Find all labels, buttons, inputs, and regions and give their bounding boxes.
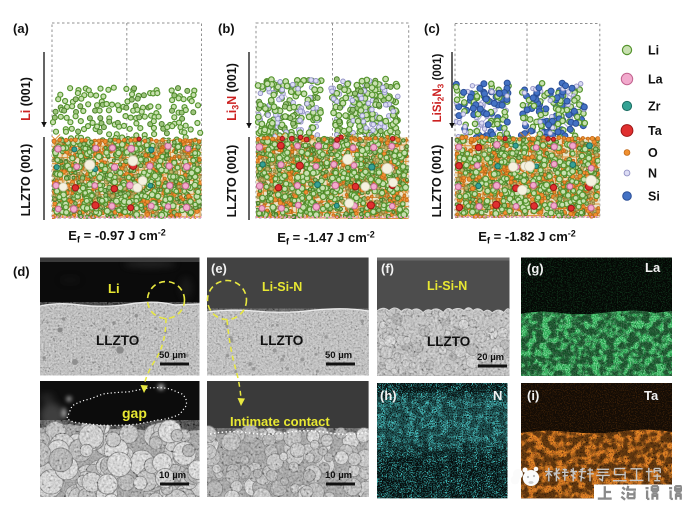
svg-text:Li (001): Li (001) <box>19 77 33 121</box>
svg-text:Ef = -1.47 J cm-2: Ef = -1.47 J cm-2 <box>277 230 375 248</box>
svg-text:LLZTO (001): LLZTO (001) <box>19 144 33 217</box>
svg-text:(a): (a) <box>13 21 29 36</box>
svg-text:Li3N (001): Li3N (001) <box>225 63 241 121</box>
svg-text:(b): (b) <box>218 21 235 36</box>
svg-text:LLZTO (001): LLZTO (001) <box>225 145 239 218</box>
svg-text:(c): (c) <box>424 21 440 36</box>
svg-text:Ef = -0.97 J cm-2: Ef = -0.97 J cm-2 <box>68 228 166 246</box>
